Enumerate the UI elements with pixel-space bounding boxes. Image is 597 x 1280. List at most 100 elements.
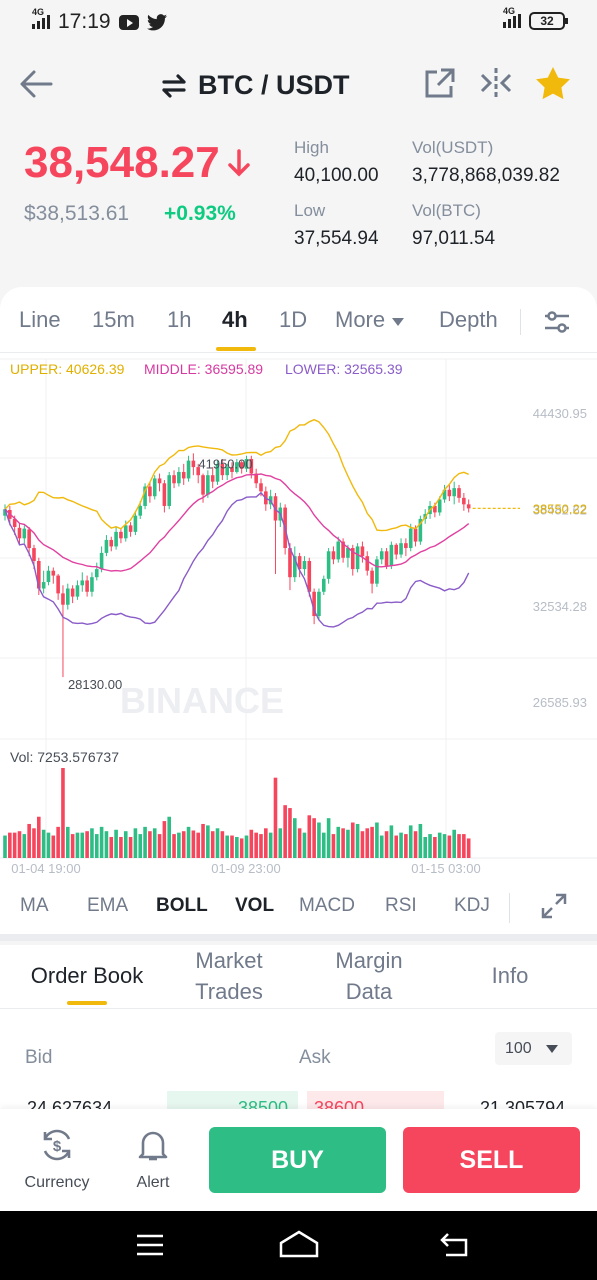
candle [80, 580, 85, 586]
bid-header: Bid [25, 1047, 53, 1068]
tab-more[interactable]: More [335, 307, 405, 333]
volume-bar [17, 831, 22, 858]
volume-bar [437, 832, 442, 858]
candle [297, 556, 302, 570]
candle [433, 505, 437, 513]
boll-lower-label: LOWER: 32565.39 [285, 361, 403, 377]
candle [32, 548, 36, 561]
volume-bar [61, 768, 65, 858]
indicator-macd[interactable]: MACD [299, 895, 355, 916]
volume-bar [94, 834, 99, 858]
table-row[interactable]: 24.627634 38500 38600 21.305794 [0, 1091, 597, 1109]
settings-sliders-icon[interactable] [543, 309, 571, 335]
candle [336, 541, 341, 560]
compare-icon[interactable] [479, 66, 513, 100]
volume-bar [46, 832, 51, 858]
tab-15m[interactable]: 15m [92, 307, 135, 332]
chevron-down-icon [546, 1045, 558, 1053]
volume-bar [119, 836, 123, 858]
volume-bar [288, 808, 292, 858]
volume-bar [244, 835, 249, 858]
share-icon[interactable] [423, 66, 457, 100]
candle [331, 551, 336, 560]
price-change: +0.93% [164, 202, 236, 225]
tab-line[interactable]: Line [19, 307, 61, 332]
candle [167, 475, 172, 506]
indicator-ma[interactable]: MA [20, 895, 49, 916]
menu-icon[interactable] [136, 1233, 164, 1257]
low-marker-label: 28130.00 [68, 677, 122, 692]
candle [307, 561, 312, 592]
volume-bar [326, 818, 331, 858]
volume-bar [394, 835, 399, 858]
boll-lower-line [4, 491, 470, 628]
tab-info[interactable]: Info [491, 963, 529, 988]
candle [157, 478, 162, 484]
volume-bar [317, 822, 321, 858]
active-tab-indicator [67, 1001, 107, 1005]
back-arrow-icon[interactable] [18, 66, 54, 102]
candle [85, 580, 89, 592]
volume-bar [114, 829, 118, 858]
tab-market-trades[interactable]: Market Trades [195, 948, 263, 1004]
volume-bar [293, 818, 297, 858]
candle [148, 486, 152, 497]
favorite-star-icon[interactable] [535, 66, 571, 100]
ask-price: 38600 [314, 1098, 365, 1109]
candle [123, 525, 128, 539]
volume-bar [186, 826, 191, 858]
volume-bar [8, 832, 12, 858]
candle [442, 489, 447, 500]
candle [133, 515, 138, 532]
tab-4h[interactable]: 4h [222, 307, 248, 332]
volume-bar [123, 831, 128, 858]
alert-button[interactable]: Alert [132, 1127, 174, 1192]
section-divider [0, 934, 597, 941]
candle [462, 497, 466, 505]
tab-depth[interactable]: Depth [439, 307, 498, 332]
tab-1d[interactable]: 1D [279, 307, 308, 332]
fiat-price: $38,513.61 [24, 202, 130, 225]
tab-margin-data[interactable]: Margin Data [335, 948, 403, 1004]
back-icon[interactable] [440, 1231, 470, 1257]
tab-1h[interactable]: 1h [167, 307, 192, 332]
candle [109, 539, 114, 547]
volume-bar [143, 826, 147, 858]
indicator-ema[interactable]: EMA [87, 895, 129, 916]
volume-bar [462, 834, 466, 858]
system-nav-bar [0, 1211, 597, 1280]
candlestick-chart[interactable]: BINANCE UPPER: 40626.39 MIDDLE: 36595.89… [0, 353, 597, 878]
candle [317, 591, 321, 617]
home-icon[interactable] [279, 1229, 319, 1259]
candle [394, 544, 399, 555]
volume-bar [90, 828, 94, 858]
volume-bar [3, 835, 7, 858]
volume-bar [22, 834, 27, 858]
volume-bar [230, 835, 234, 858]
pair-selector[interactable]: BTC / USDT [160, 70, 350, 101]
indicator-boll[interactable]: BOLL [156, 895, 208, 916]
fullscreen-expand-icon[interactable] [541, 893, 567, 919]
volume-bar [206, 825, 210, 858]
high-marker-label: 41950.00 [198, 456, 252, 471]
sell-button[interactable]: SELL [403, 1127, 580, 1193]
volume-bar [331, 834, 336, 858]
tab-order-book[interactable]: Order Book [30, 963, 144, 988]
divider [520, 309, 521, 335]
divider [0, 352, 597, 353]
buy-button[interactable]: BUY [209, 1127, 386, 1193]
boll-upper-label: UPPER: 40626.39 [10, 361, 125, 377]
indicator-rsi[interactable]: RSI [385, 895, 417, 916]
currency-button[interactable]: $ Currency [24, 1127, 90, 1192]
bell-icon [138, 1131, 168, 1161]
candle [418, 518, 423, 542]
volume-bar [80, 832, 85, 858]
signal-icon: 4G [32, 7, 50, 29]
bottom-action-bar: $ Currency Alert BUY SELL [0, 1109, 597, 1211]
candle [360, 546, 365, 557]
candle [235, 462, 239, 472]
indicator-vol[interactable]: VOL [235, 895, 275, 916]
depth-select[interactable]: 100 [495, 1032, 572, 1065]
candle [94, 569, 99, 578]
indicator-kdj[interactable]: KDJ [454, 895, 490, 916]
